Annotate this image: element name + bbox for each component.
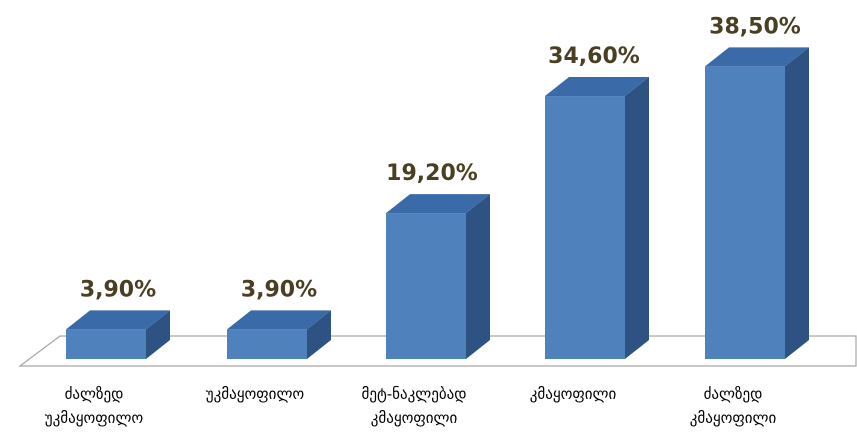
bar-front-face (545, 96, 625, 359)
category-label: მეტ-ნაკლებად კმაყოფილი (361, 385, 466, 427)
category-labels-group: ძალზედ უკმაყოფილო უკმაყოფილო მეტ-ნაკლებად კმ… (45, 385, 777, 427)
bar-top-face (66, 310, 170, 330)
data-label: 34,60% (548, 44, 640, 69)
category-label-line: კმაყოფილი (690, 409, 777, 427)
data-label: 19,20% (386, 161, 478, 186)
bar-front-face (386, 213, 466, 359)
category-label-line: კმაყოფილი (371, 409, 458, 427)
value-labels-group: 3,90% 3,90% 19,20% 34,60% 38,50% (80, 14, 801, 302)
bar-side-face (785, 47, 809, 360)
bar (705, 47, 809, 360)
data-label: 3,90% (241, 277, 317, 302)
category-label-line: ძალზედ (704, 385, 763, 403)
bar (545, 77, 649, 359)
category-label: ძალზედ კმაყოფილი (690, 385, 777, 427)
bar-side-face (307, 310, 331, 359)
data-label: 38,50% (709, 14, 801, 39)
data-label: 3,90% (80, 277, 156, 302)
bars-group (66, 47, 809, 360)
category-label-line: მეტ-ნაკლებად (361, 385, 466, 403)
category-label-line: უკმაყოფილო (206, 385, 305, 403)
bar-side-face (466, 194, 490, 359)
bar-front-face (66, 329, 146, 359)
category-label: უკმაყოფილო (206, 385, 305, 403)
bar-side-face (625, 77, 649, 359)
bar-top-face (705, 47, 809, 67)
bar-front-face (227, 329, 307, 359)
bar-top-face (545, 77, 649, 97)
category-label-line: უკმაყოფილო (45, 409, 144, 427)
bar-top-face (227, 310, 331, 330)
category-label-line: ძალზედ (65, 385, 124, 403)
bar-top-face (386, 194, 490, 214)
bar-side-face (146, 310, 170, 359)
bar (66, 310, 170, 359)
category-label-line: კმაყოფილი (530, 385, 617, 403)
category-label: ძალზედ უკმაყოფილო (45, 385, 144, 427)
bar (386, 194, 490, 359)
bar (227, 310, 331, 359)
bar-front-face (705, 66, 785, 360)
category-label: კმაყოფილი (530, 385, 617, 403)
